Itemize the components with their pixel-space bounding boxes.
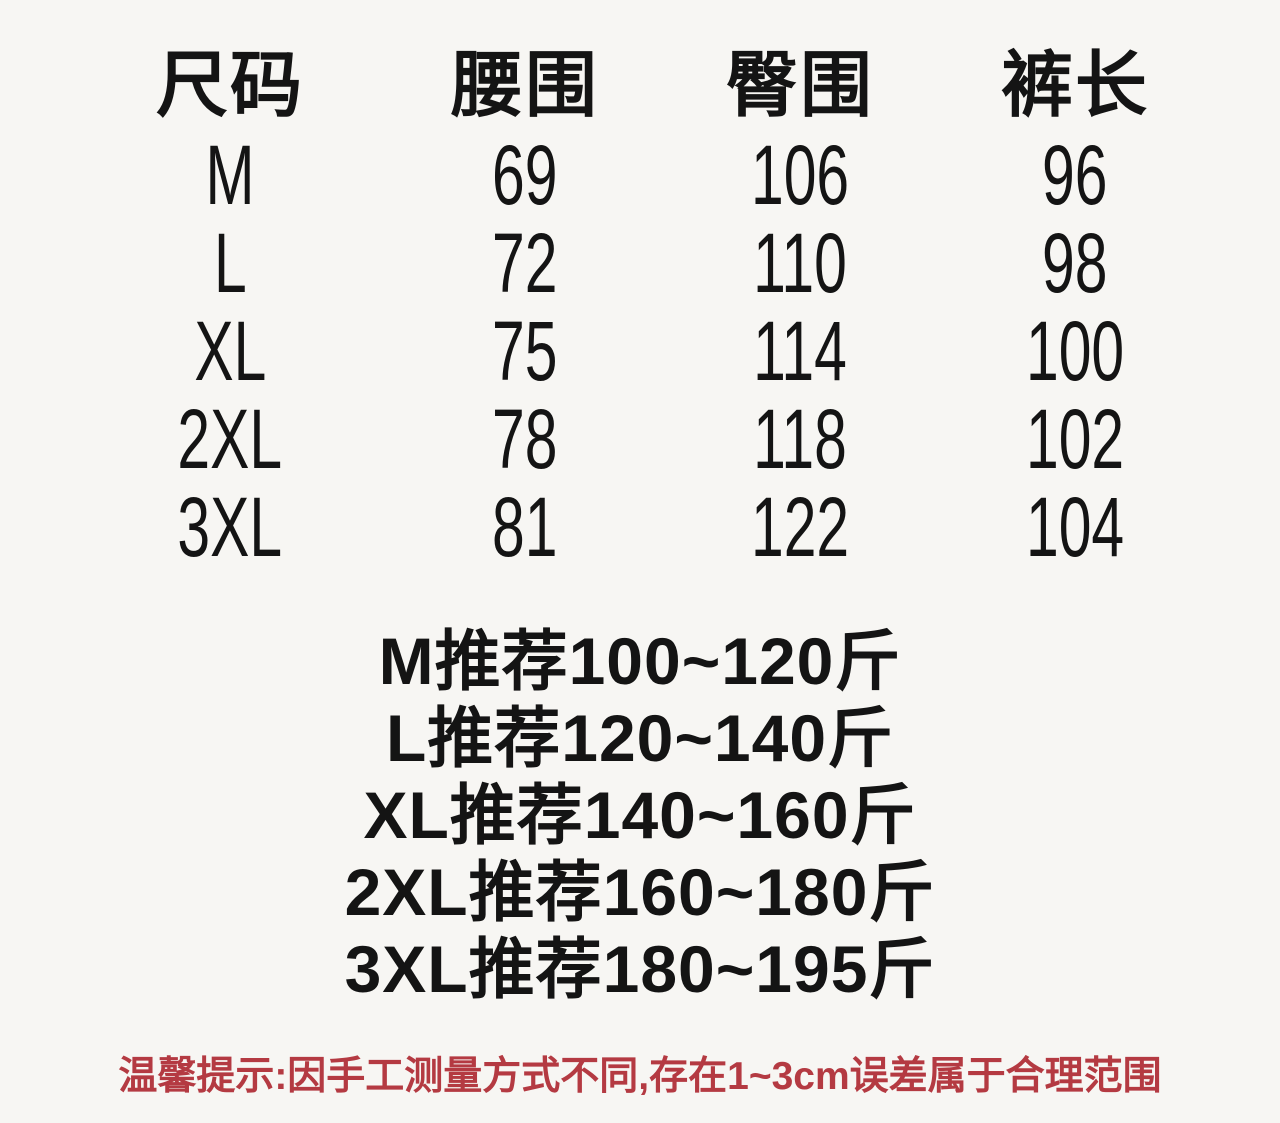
table-row-m: M 69 106 96 — [80, 131, 1220, 219]
size-table: 尺码 腰围 臀围 裤长 M 69 106 96 L 72 110 98 XL 7… — [80, 26, 1220, 571]
cell-length: 104 — [930, 483, 1220, 571]
column-header-hip: 臀围 — [725, 46, 874, 126]
cell-waist: 72 — [380, 219, 670, 307]
hip-value: 122 — [750, 480, 850, 574]
cell-length: 96 — [930, 131, 1220, 219]
hip-value: 106 — [750, 128, 850, 222]
cell-hip: 118 — [670, 395, 930, 483]
recommendation-line-xl: XL推荐140~160斤 — [363, 778, 917, 852]
hip-value: 114 — [753, 304, 847, 398]
length-value: 98 — [1042, 216, 1108, 310]
cell-size: 2XL — [80, 395, 380, 483]
size-value: L — [213, 216, 247, 310]
cell-size: 3XL — [80, 483, 380, 571]
cell-hip: 110 — [670, 219, 930, 307]
cell-waist: 81 — [380, 483, 670, 571]
recommendation-line-l: L推荐120~140斤 — [385, 701, 895, 775]
length-value: 104 — [1025, 480, 1125, 574]
cell-size: M — [80, 131, 380, 219]
recommendation-line-2xl: 2XL推荐160~180斤 — [344, 855, 936, 929]
size-value: M — [205, 128, 255, 222]
length-value: 96 — [1042, 128, 1108, 222]
length-value: 102 — [1025, 392, 1125, 486]
waist-value: 69 — [492, 128, 558, 222]
waist-value: 81 — [492, 480, 558, 574]
cell-waist: 78 — [380, 395, 670, 483]
size-value: 3XL — [177, 480, 283, 574]
cell-size: L — [80, 219, 380, 307]
size-value: 2XL — [177, 392, 283, 486]
waist-value: 72 — [492, 216, 558, 310]
column-header-waist: 腰围 — [450, 46, 599, 126]
table-row-xl: XL 75 114 100 — [80, 307, 1220, 395]
cell-hip: 114 — [670, 307, 930, 395]
column-header-length: 裤长 — [1000, 46, 1149, 126]
cell-length: 100 — [930, 307, 1220, 395]
table-row-3xl: 3XL 81 122 104 — [80, 483, 1220, 571]
recommendation-line-m: M推荐100~120斤 — [378, 624, 902, 698]
cell-hip: 106 — [670, 131, 930, 219]
table-row-l: L 72 110 98 — [80, 219, 1220, 307]
hip-value: 118 — [753, 392, 847, 486]
weight-recommendations: M推荐100~120斤 L推荐120~140斤 XL推荐140~160斤 2XL… — [0, 623, 1280, 1008]
cell-hip: 122 — [670, 483, 930, 571]
cell-length: 98 — [930, 219, 1220, 307]
table-row-2xl: 2XL 78 118 102 — [80, 395, 1220, 483]
measurement-disclaimer: 温馨提示:因手工测量方式不同,存在1~3cm误差属于合理范围 — [118, 1055, 1162, 1098]
cell-size: XL — [80, 307, 380, 395]
size-value: XL — [194, 304, 266, 398]
cell-waist: 69 — [380, 131, 670, 219]
size-table-header-row: 尺码 腰围 臀围 裤长 — [80, 26, 1220, 131]
cell-length: 102 — [930, 395, 1220, 483]
waist-value: 78 — [492, 392, 558, 486]
hip-value: 110 — [753, 216, 847, 310]
length-value: 100 — [1025, 304, 1125, 398]
cell-waist: 75 — [380, 307, 670, 395]
column-header-size: 尺码 — [155, 46, 304, 126]
recommendation-line-3xl: 3XL推荐180~195斤 — [344, 932, 936, 1006]
waist-value: 75 — [492, 304, 558, 398]
